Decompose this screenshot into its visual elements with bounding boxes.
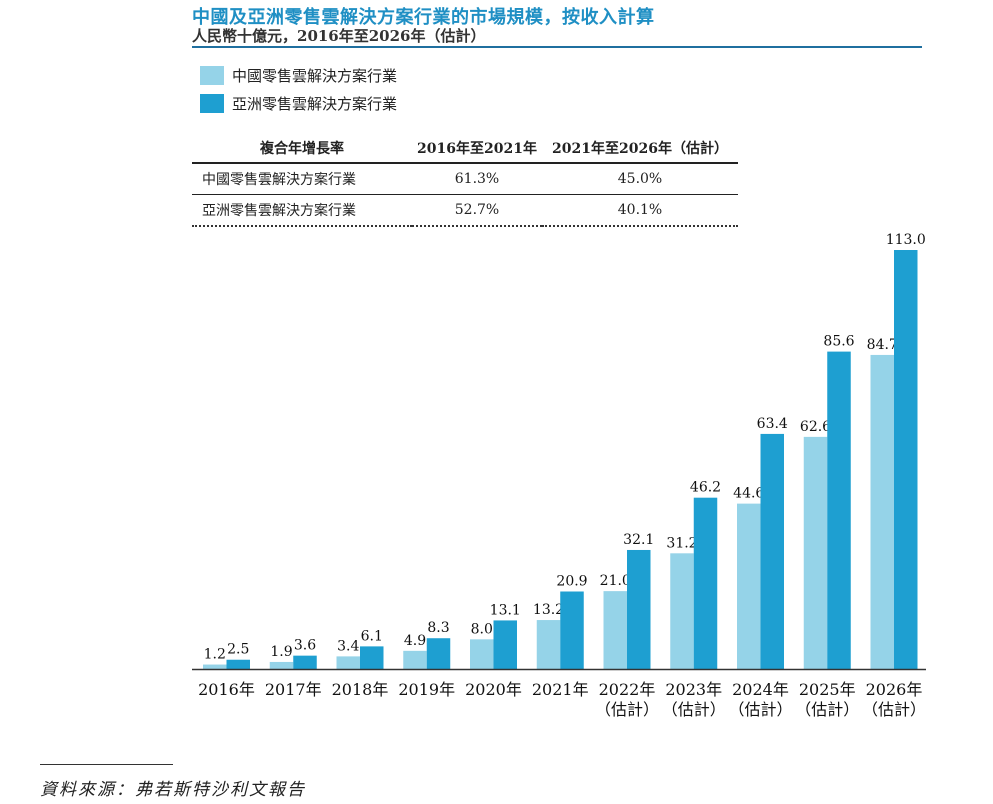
x-tick-sublabel: （估計） [595,700,659,719]
data-label-asia: 32.1 [623,532,654,548]
bar-china [603,591,627,669]
bar-china [203,664,227,669]
table-row: 亞洲零售雲解決方案行業 52.7% 40.1% [192,194,738,227]
bar-china [536,620,561,669]
x-tick-label: 2026年 [866,680,923,699]
cagr-header-period-1: 2016年至2021年 [412,134,542,164]
data-label-asia: 2.5 [227,642,249,658]
data-label-china: 44.6 [733,486,764,502]
cagr-table: 複合年增長率 2016年至2021年 2021年至2026年（估計） 中國零售雲… [192,134,738,227]
data-label-china: 84.7 [867,337,898,353]
x-tick-sublabel: （估計） [728,700,792,719]
x-tick-label: 2022年 [599,680,656,699]
cagr-value: 52.7% [412,194,542,227]
data-label-asia: 85.6 [823,334,854,350]
data-label-asia: 13.1 [490,602,521,618]
cagr-value: 45.0% [542,163,738,195]
source-note: 資料來源：弗若斯特沙利文報告 [40,780,306,800]
bar-asia [426,638,451,669]
cagr-value: 61.3% [412,163,542,195]
cagr-row-name: 亞洲零售雲解決方案行業 [192,194,412,227]
cagr-value: 40.1% [542,194,738,227]
bar-asia [360,646,384,669]
cagr-header-label: 複合年增長率 [192,134,412,164]
data-label-china: 4.9 [404,633,426,649]
bar-asia [493,620,517,669]
bar-asia [560,591,584,669]
data-label-asia: 46.2 [690,480,721,496]
data-label-asia: 113.0 [886,232,926,248]
title-divider [192,46,922,48]
data-label-asia: 63.4 [757,416,788,432]
chart-subtitle: 人民幣十億元，2016年至2026年（估計） [192,27,486,45]
bar-china [870,354,894,669]
bar-asia [226,659,250,669]
x-tick-label: 2016年 [198,680,255,699]
bar-china [803,436,828,669]
bar-asia [894,250,918,669]
data-label-china: 21.0 [600,573,631,589]
legend-item-asia: 亞洲零售雲解決方案行業 [200,93,397,114]
x-tick-label: 2021年 [532,680,589,699]
legend-label-china: 中國零售雲解決方案行業 [232,67,398,85]
x-tick-label: 2018年 [332,680,389,699]
data-label-china: 31.2 [666,535,697,551]
source-divider [40,764,173,765]
bar-china [470,639,494,669]
x-tick-label: 2020年 [465,680,522,699]
bar-china [403,650,427,669]
bar-asia [293,655,317,669]
x-tick-label: 2025年 [799,680,856,699]
x-tick-sublabel: （估計） [862,700,926,719]
x-tick-label: 2023年 [665,680,722,699]
data-label-asia: 20.9 [556,574,587,590]
data-label-asia: 3.6 [294,638,316,654]
bar-china [737,503,761,669]
bar-asia [760,433,784,669]
data-label-china: 13.2 [533,602,564,618]
bar-china [336,656,360,669]
cagr-header-period-2: 2021年至2026年（估計） [542,134,738,164]
x-tick-sublabel: （估計） [662,700,726,719]
bar-china [670,553,694,669]
bar-asia [827,351,851,669]
table-row: 中國零售雲解決方案行業 61.3% 45.0% [192,163,738,195]
legend-swatch-asia [200,94,224,113]
legend-swatch-china [200,66,224,85]
cagr-row-name: 中國零售雲解決方案行業 [192,163,412,195]
data-label-china: 62.6 [800,419,831,435]
legend-label-asia: 亞洲零售雲解決方案行業 [232,95,398,113]
data-label-china: 1.2 [204,647,226,663]
legend-item-china: 中國零售雲解決方案行業 [200,65,397,86]
chart-title: 中國及亞洲零售雲解決方案行業的市場規模，按收入計算 [192,7,655,28]
data-label-asia: 8.3 [427,620,449,636]
data-label-china: 3.4 [337,638,359,654]
x-tick-label: 2024年 [732,680,789,699]
x-tick-label: 2017年 [265,680,322,699]
x-tick-label: 2019年 [398,680,455,699]
bar-asia [627,549,651,669]
cagr-table-header: 複合年增長率 2016年至2021年 2021年至2026年（估計） [192,134,738,164]
bar-asia [693,497,718,669]
data-label-china: 1.9 [270,644,292,660]
bar-china [269,661,294,669]
x-tick-sublabel: （估計） [795,700,859,719]
data-label-china: 8.0 [471,621,493,637]
data-label-asia: 6.1 [361,628,383,644]
